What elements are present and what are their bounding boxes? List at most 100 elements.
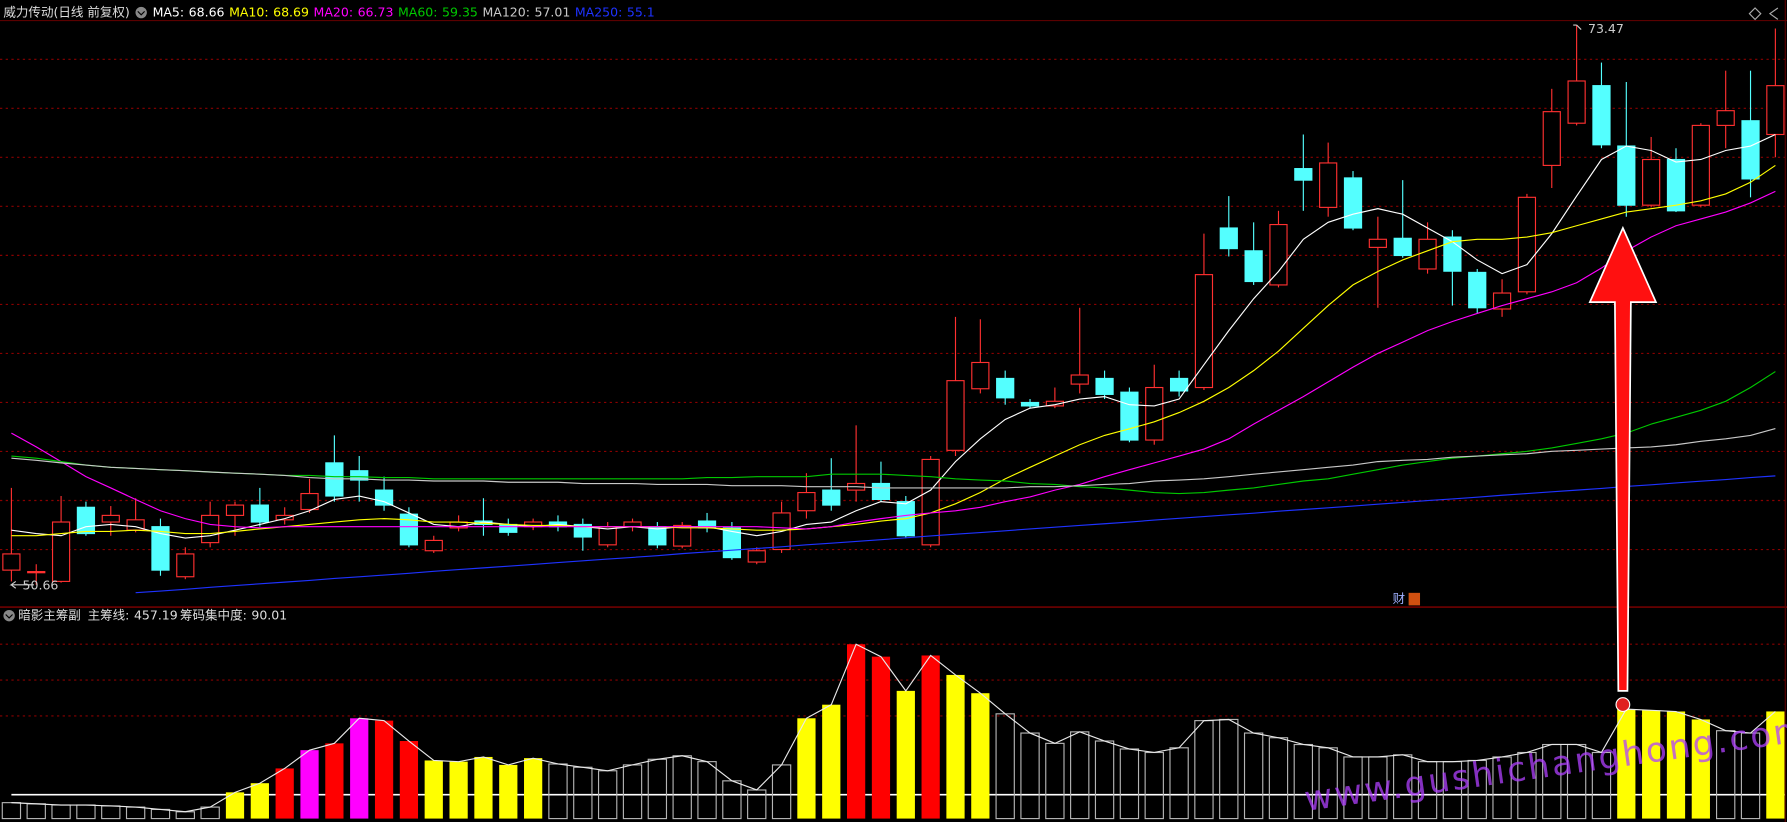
icon[interactable] [1768, 7, 1779, 20]
candle-body [1443, 236, 1462, 272]
ma-line [135, 475, 1776, 594]
legend-item-part: MA250: [575, 4, 622, 19]
signal-arrow [1588, 225, 1658, 712]
candle-body [275, 514, 294, 521]
candle-body [1393, 237, 1412, 257]
legend-item-part: 66.73 [358, 4, 394, 19]
candle-body [1716, 110, 1735, 126]
bar [946, 674, 965, 819]
candle-body [946, 380, 965, 451]
low-label: 50.66 [23, 577, 59, 592]
candle-body [996, 377, 1015, 399]
legend-item: MA10: 68.69 [229, 4, 309, 19]
menu-icon-chevron [137, 10, 146, 16]
candle-body [1194, 274, 1214, 389]
leader [1573, 24, 1582, 30]
bar [275, 768, 294, 819]
bar [374, 720, 394, 819]
candle-body [499, 523, 518, 533]
bar [896, 690, 915, 819]
grid [0, 58, 1785, 717]
window-icons [1748, 7, 1779, 21]
bar [921, 655, 940, 819]
candle-body [871, 482, 891, 501]
candle-body [1219, 227, 1238, 250]
bar [1691, 719, 1710, 819]
candle-body [1169, 377, 1189, 392]
bar [399, 741, 419, 819]
chart-title: 威力传动(日线 前复权) [3, 4, 129, 19]
candle-body [424, 539, 443, 552]
candle-body [1592, 85, 1611, 146]
candle-body [921, 458, 940, 546]
candle-body [1070, 374, 1089, 385]
bar [871, 656, 891, 819]
candle-body [747, 550, 766, 563]
ma-line [11, 134, 1776, 539]
candle-body [1517, 196, 1537, 293]
sub-title-part: 暗影主筹副 [18, 607, 81, 622]
legend-item-part: 68.66 [189, 4, 225, 19]
candle-body [971, 361, 990, 390]
tag-box [1408, 592, 1421, 606]
sub-title: 暗影主筹副 [18, 607, 81, 622]
bar [971, 693, 990, 819]
candle-body [201, 514, 220, 544]
leader [9, 580, 34, 589]
candle-body [1145, 386, 1164, 441]
candle-body [151, 526, 170, 571]
bar [325, 743, 344, 819]
legend-item: MA20: 66.73 [314, 4, 394, 19]
bar [350, 718, 369, 819]
candle-body [1666, 158, 1686, 212]
bar [1666, 711, 1686, 819]
candle-body [623, 521, 642, 528]
legend-item-part: 57.01 [534, 4, 570, 19]
ma-line [11, 428, 1776, 489]
sub-legend: 筹码集中度: 90.01 [180, 607, 287, 622]
candle-body [1617, 145, 1636, 206]
event-tag: 财 [1393, 591, 1406, 606]
sub-legend-part: 90.01 [251, 607, 287, 622]
candle-body [300, 492, 319, 511]
legend-item: MA250: 55.1 [575, 4, 655, 19]
bar [300, 750, 319, 819]
legend-item-part: 59.35 [442, 4, 478, 19]
legend-item-part: MA20: [314, 4, 354, 19]
bar [822, 704, 841, 819]
candle-body [250, 504, 269, 523]
candle-body [1741, 120, 1760, 180]
candle-body [1319, 162, 1338, 208]
legend-item: MA5: 68.66 [153, 4, 225, 19]
bar [1642, 710, 1661, 819]
icon[interactable] [1748, 7, 1762, 21]
bar [424, 760, 443, 819]
candle-body [225, 504, 245, 516]
value-line [11, 643, 1776, 813]
candle-body [1492, 292, 1512, 310]
ma-line [11, 190, 1776, 530]
legend-item: MA120: 57.01 [482, 4, 570, 19]
candle-body [2, 553, 21, 571]
bar [499, 764, 518, 819]
candle-body [1567, 80, 1586, 124]
bar [797, 718, 816, 819]
menu-icon-chevron [5, 614, 13, 619]
candle-body [1368, 238, 1387, 248]
candle-body [399, 513, 419, 546]
legend-item-part: MA10: [229, 4, 269, 19]
legend-item-part: 68.69 [273, 4, 309, 19]
candle-body [1691, 124, 1710, 206]
menu-icon [135, 6, 147, 19]
candle-body [673, 524, 692, 547]
candle-body [1642, 158, 1661, 206]
candle-body [822, 489, 841, 506]
legend-item-part: MA120: [482, 4, 529, 19]
chart-title-part: 威力传动(日线 前复权) [3, 4, 129, 19]
bar [524, 758, 543, 819]
candle-body [1095, 377, 1114, 395]
menu-icon [3, 609, 15, 622]
